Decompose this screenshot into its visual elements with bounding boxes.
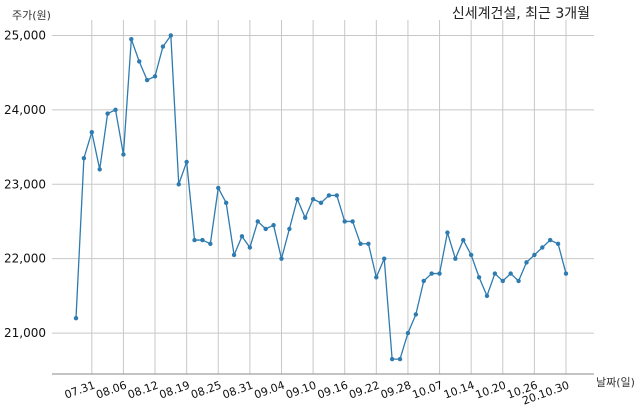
data-point — [334, 193, 340, 198]
x-tick-label: 07.31 — [63, 379, 97, 402]
x-tick-label: 08.25 — [189, 379, 223, 402]
data-point — [461, 237, 466, 243]
data-point — [326, 193, 332, 198]
data-point — [247, 245, 253, 250]
x-tick-label: 10.20 — [474, 379, 508, 402]
x-tick-label: 08.12 — [126, 379, 160, 402]
data-point — [389, 356, 395, 362]
data-point — [192, 237, 197, 243]
data-point — [73, 315, 79, 321]
data-point — [208, 241, 213, 246]
x-tick-label: 08.06 — [94, 379, 128, 402]
grid — [52, 20, 594, 374]
x-tick-label: 10.07 — [411, 379, 445, 402]
data-point — [231, 252, 237, 258]
y-axis-label: 주가(원) — [12, 9, 51, 22]
data-point — [358, 241, 363, 246]
data-point — [342, 219, 347, 224]
x-tick-label: 09.22 — [347, 379, 381, 402]
x-tick-label: 09.10 — [284, 379, 318, 402]
data-point — [81, 156, 87, 161]
data-point — [160, 44, 166, 49]
data-point — [287, 226, 292, 232]
y-tick-label: 24,000 — [4, 103, 46, 117]
y-tick-label: 23,000 — [4, 177, 46, 191]
y-tick-labels: 21,000 22,000 23,000 24,000 25,000 — [4, 28, 46, 340]
data-point — [200, 237, 205, 243]
data-point — [492, 271, 498, 276]
data-point — [184, 159, 189, 165]
data-point — [397, 356, 403, 362]
y-tick-label: 22,000 — [4, 252, 46, 266]
data-point — [137, 59, 142, 64]
data-point — [144, 77, 150, 83]
data-point — [129, 36, 134, 42]
data-series — [73, 33, 569, 362]
data-point — [295, 196, 300, 202]
data-point — [540, 245, 545, 250]
x-tick-labels: 07.3108.0608.1208.1908.2508.3109.0409.10… — [63, 379, 571, 408]
data-point — [223, 200, 229, 206]
price-line — [75, 34, 567, 360]
data-point — [89, 129, 95, 135]
data-point — [366, 241, 371, 246]
data-point — [500, 278, 505, 284]
data-point — [239, 234, 245, 239]
data-point — [216, 185, 221, 191]
data-point — [413, 312, 419, 317]
data-point — [476, 275, 482, 280]
data-point — [532, 252, 537, 258]
data-point — [524, 260, 529, 265]
y-tick-label: 25,000 — [4, 28, 46, 42]
data-point — [484, 293, 490, 299]
x-tick-label: 08.31 — [221, 379, 255, 402]
data-point — [437, 271, 442, 276]
data-point — [429, 271, 434, 276]
data-point — [105, 111, 110, 116]
data-point — [310, 196, 316, 202]
data-point — [468, 252, 474, 258]
x-axis-label: 날짜(일) — [596, 375, 635, 389]
data-point — [176, 182, 181, 187]
data-point — [563, 271, 569, 276]
x-tick-label: 08.19 — [158, 379, 192, 402]
data-point — [374, 275, 379, 280]
data-point — [350, 219, 355, 224]
data-point — [382, 256, 387, 261]
x-tick-label: 09.16 — [316, 379, 350, 402]
chart-title: 신세계건설, 최근 3개월 — [452, 6, 590, 22]
x-tick-label: 09.28 — [379, 379, 413, 402]
data-point — [445, 230, 450, 235]
data-point — [97, 167, 102, 172]
x-tick-label: 09.04 — [252, 379, 286, 402]
y-tick-label: 21,000 — [4, 326, 46, 340]
data-point — [405, 330, 411, 336]
data-point — [121, 152, 126, 157]
data-point — [516, 278, 521, 284]
data-point — [508, 271, 513, 276]
data-point — [421, 278, 426, 284]
data-point — [152, 74, 158, 79]
data-point — [263, 226, 268, 232]
data-point — [318, 200, 324, 206]
data-point — [255, 219, 260, 224]
data-point — [168, 33, 174, 38]
data-point — [547, 237, 553, 243]
data-point — [453, 256, 458, 261]
data-point — [271, 222, 276, 228]
data-point — [113, 107, 118, 113]
x-tick-label: 10.14 — [442, 379, 476, 402]
data-point — [555, 241, 561, 246]
data-point — [302, 215, 308, 220]
data-point — [279, 256, 284, 261]
